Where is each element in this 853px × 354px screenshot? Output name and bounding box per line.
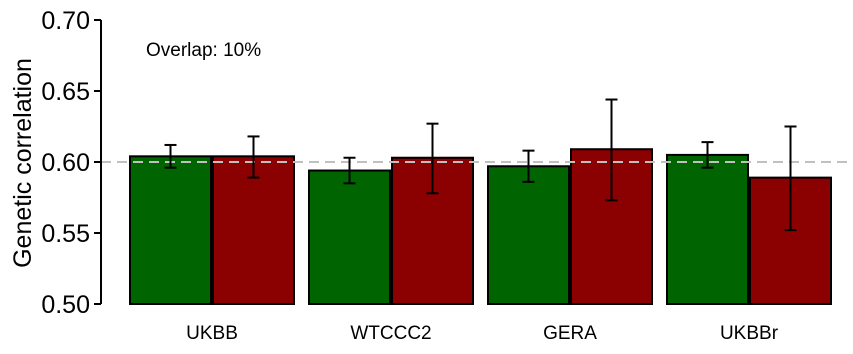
error-bars-layer	[164, 98, 797, 232]
y-tick-label: 0.50	[41, 291, 90, 319]
bar-ukbbr-1	[666, 153, 749, 305]
x-tick-label: WTCCC2	[350, 323, 431, 344]
y-tick-label: 0.55	[41, 220, 90, 248]
bar-ukbb-2	[212, 155, 295, 305]
y-tick-label: 0.60	[41, 149, 90, 177]
y-tick-label: 0.65	[41, 78, 90, 106]
x-tick-label: UKBBr	[720, 323, 779, 344]
bar-ukbb-1	[129, 155, 212, 305]
y-axis-label: Genetic correlation	[9, 58, 37, 268]
x-tick-label: UKBB	[186, 323, 238, 344]
bar-wtccc2-1	[308, 169, 391, 305]
bar-gera-1	[487, 165, 570, 305]
overlap-annotation: Overlap: 10%	[146, 40, 261, 61]
bar-ukbbr-2	[749, 176, 832, 305]
bars-layer	[129, 148, 832, 305]
x-tick-label: GERA	[543, 323, 597, 344]
y-tick-label: 0.70	[41, 7, 90, 35]
axis-layer: UKBB WTCCC2 GERA UKBBr 0.50 0.55 0.60 0.65 0.70	[41, 7, 778, 344]
